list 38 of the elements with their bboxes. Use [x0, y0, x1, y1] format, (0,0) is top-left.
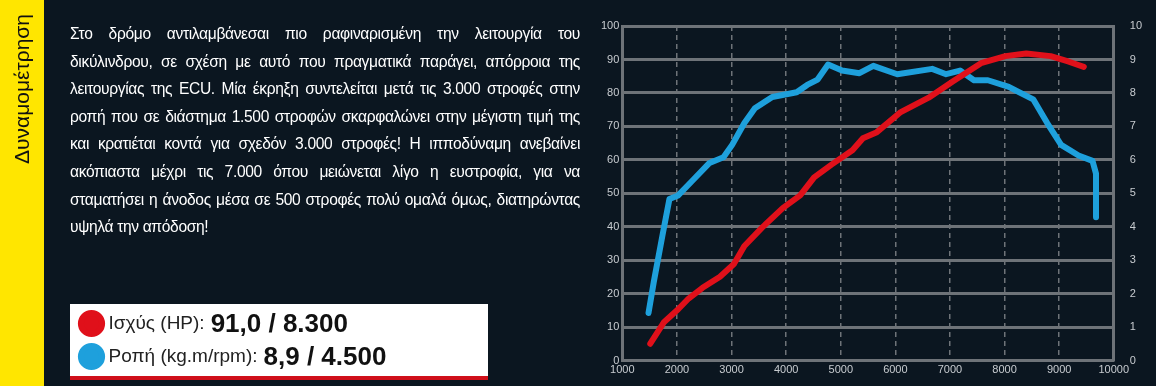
y2-tick-label: 8: [1129, 85, 1136, 98]
y2-tick-label: 7: [1129, 119, 1136, 132]
x-tick-label: 6000: [883, 363, 908, 376]
y2-tick-label: 4: [1129, 219, 1136, 232]
x-tick-label: 5000: [828, 363, 853, 376]
legend-label: Ισχύς (HP):: [108, 311, 205, 333]
x-tick-label: 1000: [610, 363, 635, 376]
y-tick-label: 0: [613, 353, 620, 366]
y2-tick-label: 5: [1129, 186, 1136, 199]
text: Δυναμομέτρηση: [10, 14, 34, 164]
y-tick-label: 10: [607, 320, 620, 333]
y-tick-label: 100: [600, 19, 620, 32]
y-tick-label: 50: [607, 186, 620, 199]
legend-label: Ροπή (kg.m/rpm):: [108, 344, 258, 366]
y2-tick-label: 0: [1129, 353, 1136, 366]
y-tick-label: 40: [607, 219, 620, 232]
y2-tick-label: 6: [1129, 152, 1136, 165]
y-tick-label: 90: [607, 52, 620, 65]
x-tick-label: 8000: [992, 363, 1017, 376]
y-tick-label: 20: [607, 286, 620, 299]
y2-tick-label: 10: [1129, 19, 1143, 32]
x-tick-label: 3000: [719, 363, 744, 376]
x-tick-label: 10000: [1098, 363, 1130, 376]
x-tick-label: 2000: [664, 363, 690, 376]
y2-tick-label: 9: [1129, 52, 1136, 65]
y-tick-label: 30: [607, 253, 620, 266]
y-tick-label: 60: [607, 152, 620, 165]
x-tick-label: 4000: [773, 363, 799, 376]
y2-tick-label: 2: [1129, 286, 1136, 299]
y-tick-label: 70: [607, 119, 620, 132]
y2-tick-label: 1: [1129, 320, 1136, 333]
x-tick-label: 7000: [937, 363, 963, 376]
text: Στο δρόμο αντιλαμβάνεσαι πιο ραφιναρισμένη την λειτουργία του δικύλινδρου, σε σχέση με αυτό που πραγματικά παράγει, απόρροια της λειτουργίας της ECU. Μία έκρηξη συντελείται μετά τις 3.000 στροφές στην ροπή που σε διάστημα 1.500 στροφών σκαρφαλώνει στην μέγιστη τιμή της και κρατιέται κοντά για σχεδόν 3.000 στροφές! Η ιπποδύναμη ανεβαίνει ακόπιαστα μέχρι τις 7.000 όπου μειώνεται λίγο η ευστροφία, για να σταματήσει η άνοδος μέσα σε 500 στροφές πολύ ομαλά όμως, διατηρώντας υψηλά την απόδοση!: [70, 24, 580, 238]
y2-tick-label: 3: [1129, 253, 1136, 266]
text: 8,9 / 4.500: [263, 340, 387, 371]
y-tick-label: 80: [607, 85, 620, 98]
x-tick-label: 9000: [1046, 363, 1072, 376]
text: 91,0 / 8.300: [210, 307, 348, 338]
